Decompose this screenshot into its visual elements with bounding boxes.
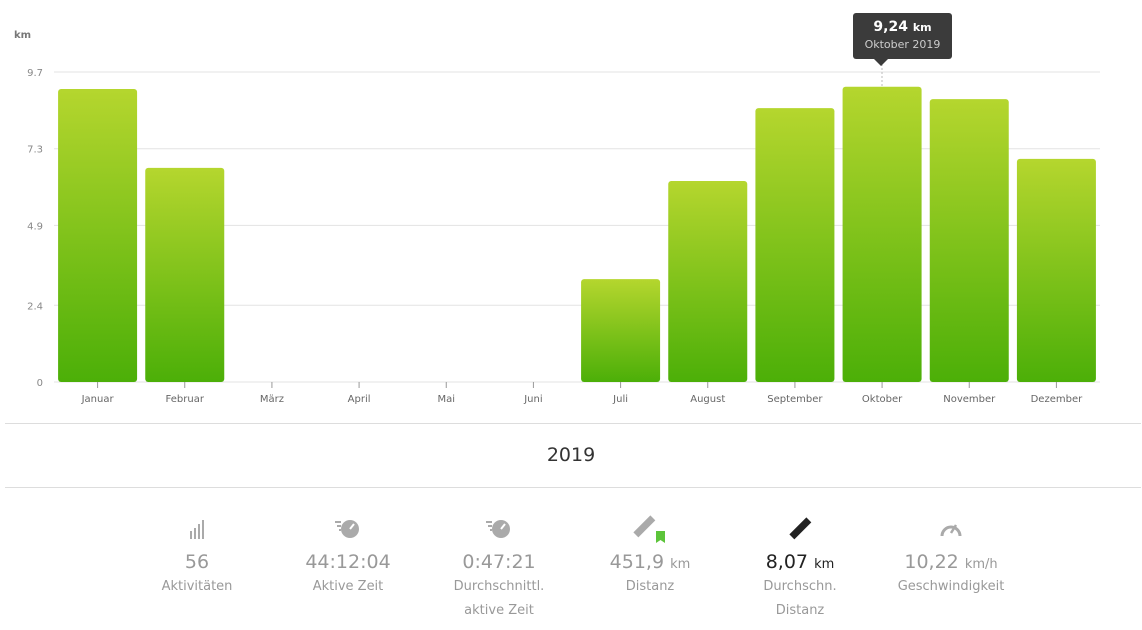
divider [5,423,1141,424]
stat-label-line2: Distanz [775,603,825,618]
tooltip-value: 9,24 [873,19,908,35]
stat-activities: 56 Aktivitäten [122,515,272,599]
stat-value: 10,22 [904,551,959,573]
stat-avg-active-time: 0:47:21 Durchschnittl. aktive Zeit [424,515,574,623]
stat-unit: km [670,557,691,572]
bar-dezember[interactable] [1016,158,1096,382]
stat-unit: km/h [964,557,998,572]
stat-label: Durchschn. [763,579,837,594]
x-tick-label: Juli [612,394,628,405]
stat-active-time: 44:12:04 Aktive Zeit [273,515,423,599]
divider [5,487,1141,488]
x-tick-label: Juni [523,394,542,405]
y-tick-label: 0 [37,378,43,389]
bar-september[interactable] [755,108,835,382]
stat-value: 56 [184,551,210,573]
x-tick-label: September [767,394,823,405]
tooltip-unit: km [912,21,932,34]
distance-bar-chart: km 0 2.4 4.9 7.3 9.7 Januar Februar März April Ma… [14,30,1100,405]
bar-januar[interactable] [58,88,138,382]
ruler-bookmark-icon [575,515,725,543]
bar-november[interactable] [929,99,1009,382]
year-label: 2019 [546,444,596,466]
x-tick-label: August [690,394,725,405]
bar-februar[interactable] [145,167,225,382]
tooltip: 9,24 km Oktober 2019 [853,13,952,66]
stat-value: 451,9 [609,551,665,573]
stat-speed: 10,22 km/h Geschwindigkeit [876,515,1026,599]
bar-chart-icon [122,515,272,543]
stat-label: Aktive Zeit [312,579,384,594]
y-tick-label: 7.3 [27,145,43,156]
x-tick-label: November [943,394,996,405]
bar-august[interactable] [668,180,748,382]
stat-label: Distanz [625,579,675,594]
bar-juli[interactable] [581,279,661,382]
y-tick-label: 4.9 [27,221,43,232]
x-tick-label: Oktober [862,394,903,405]
stat-label-line2: aktive Zeit [464,603,534,618]
x-tick-label: April [348,394,371,405]
y-axis-unit: km [14,30,31,41]
x-tick-label: Januar [81,394,115,405]
stat-value: 8,07 [765,551,809,573]
stat-label: Geschwindigkeit [897,579,1005,594]
stat-label: Durchschnittl. [453,579,545,594]
x-tick-label: Mai [437,394,455,405]
stopwatch-icon [273,515,423,543]
x-tick-label: Februar [166,394,205,405]
ruler-icon [725,515,875,543]
stat-avg-distance: 8,07 km Durchschn. Distanz [725,515,875,623]
speedometer-icon [876,515,1026,543]
y-tick-label: 2.4 [27,301,43,312]
stat-label: Aktivitäten [161,579,233,594]
y-tick-label: 9.7 [27,68,43,79]
stat-value: 0:47:21 [462,551,536,573]
bar-oktober[interactable] [842,86,922,382]
x-tick-label: März [260,394,284,405]
tooltip-month: Oktober 2019 [864,38,941,51]
stopwatch-icon [424,515,574,543]
stat-distance: 451,9 km Distanz [575,515,725,599]
stat-unit: km [814,557,835,572]
x-tick-label: Dezember [1031,394,1083,405]
stat-value: 44:12:04 [305,551,391,573]
